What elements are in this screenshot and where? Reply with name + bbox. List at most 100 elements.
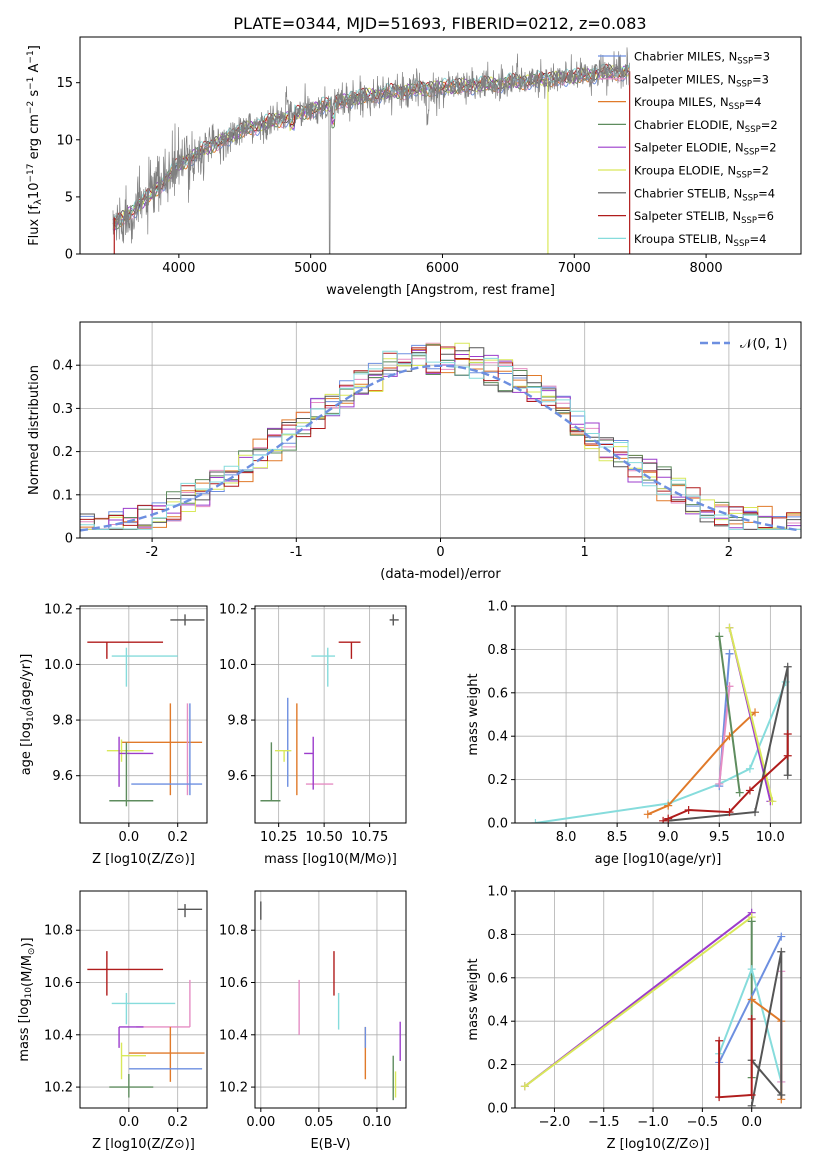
spectrum-ylabel-part: s [27,90,42,101]
errorbar-point-chabrier-stelib [170,614,205,626]
legend-label-sub: SSP [744,148,760,158]
spectrum-ylabel-part: −17 [26,164,36,183]
errorbar-point-kroupa-stelib [311,647,336,687]
mass_weight_vs_age-ytick-label: 0.8 [487,643,508,658]
errorbar-point-kroupa-miles [121,703,203,796]
age_vs_Z-ytick-label: 9.6 [52,769,73,784]
errorbar-point-salpeter-stelib [87,641,164,659]
residuals-xtick-label: -2 [146,545,159,560]
mass_vs_Z-frame [79,890,208,1109]
mass_weight_vs_age-ytick-label: 0.6 [487,686,508,701]
series-marker [715,632,724,641]
errorbar-point-kroupa-stelib [111,647,178,687]
series-marker [725,808,734,817]
spectrum-ylabel-part: Flux [f [27,205,42,246]
series-marker [725,623,734,632]
mass_vs_Z-ylabel-part: mass [log [17,998,32,1061]
legend-label: Salpeter MILES, NSSP=3 [634,72,769,89]
series-marker [531,819,540,823]
mass_vs_Z-ylabel-part: )] [20,937,35,947]
spectrum-ylabel-part: −1 [26,77,36,90]
series-marker [777,932,786,941]
legend-label: Kroupa MILES, NSSP=4 [634,95,761,112]
series-line [668,666,789,822]
mass_vs_ebv-xtick-label: 0.00 [246,1115,275,1130]
age_vs_mass-xtick-label: 10.25 [260,830,297,845]
residuals-ytick-label: 0.2 [52,445,73,460]
figure-title: PLATE=0344, MJD=51693, FIBERID=0212, z=0… [233,14,646,33]
errorbar-point-salpeter-elodie [304,736,314,790]
series-marker [747,965,756,974]
legend-label-suffix: =2 [752,164,769,178]
series-kroupa-elodie [520,913,756,1091]
legend-label-suffix: =2 [761,118,778,132]
mass_weight_vs_Z-xtick-label: −1.5 [588,1115,620,1130]
errorbar-point-kroupa-elodie [106,739,144,762]
errorbar-point-salpeter-miles [136,979,191,1028]
legend-label: Salpeter ELODIE, NSSP=2 [634,141,777,158]
mass_weight_vs_age-plot-area [531,623,792,823]
mass_weight_vs_Z-xtick-label: −2.0 [539,1115,571,1130]
series-marker [745,786,754,795]
series-marker [747,917,756,926]
spectrum-plot-area [112,47,631,254]
mass_vs_Z-axes: 0.0 0.2 10.2 10.4 10.6 10.8 Z [log10(Z/Z⊙)] mas… [17,890,208,1152]
age_vs_Z-xtick-label: 0.2 [167,830,188,845]
residuals-xlabel: (data-model)/error [380,567,501,582]
mass_weight_vs_age-xtick-label: 10.0 [756,830,785,845]
age_vs_mass-plot-area [260,614,399,802]
legend-label-sub: SSP [737,57,753,67]
age_vs_Z-ylabel-part: (age/yr)] [19,654,34,711]
spectrum-xtick-label: 8000 [690,261,723,276]
mass_vs_ebv-ytick-label: 10.4 [219,1028,248,1043]
mass_weight_vs_Z-ylabel-part: mass weight [466,958,481,1040]
series-marker [751,808,760,817]
series-marker [520,1082,529,1091]
mass_weight_vs_Z-xlabel: Z [log10(Z/Z⊙)] [607,1137,710,1152]
series-kroupa-miles [643,708,760,819]
residuals-xtick-label: -1 [290,545,303,560]
mass_weight_vs_Z-axes: −2.0 −1.5 −1.0 −0.5 0.0 0.0 0.2 0.4 0.6 0.8 1.0 Z [… [466,885,802,1152]
series-line [718,1019,753,1099]
errorbar-point-kroupa-elodie [120,1042,146,1080]
legend-label: Chabrier MILES, NSSP=3 [634,50,770,67]
mass_weight_vs_Z-ytick-label: 0.0 [487,1102,508,1117]
legend-label-name: Chabrier MILES, N [634,50,737,64]
mass_vs_ebv-ytick-label: 10.8 [219,924,248,939]
series-marker [715,779,724,788]
mass_weight_vs_age-xtick-label: 9.5 [709,830,730,845]
series-line [647,711,756,816]
mass_vs_ebv-plot-area [260,901,401,1101]
normal-curve [80,364,801,532]
legend-label-suffix: =4 [749,232,766,246]
age_vs_Z-ytick-label: 10.0 [44,658,73,673]
errorbar-point-chabrier-elodie [109,742,154,807]
legend-label-suffix: =3 [752,72,769,86]
series-marker [725,682,734,691]
spectrum-ytick-label: 0 [65,248,73,263]
residuals-xtick-label: 1 [581,545,589,560]
mass_vs_ebv-xtick-label: 0.05 [304,1115,333,1130]
series-line [728,627,774,802]
mass_vs_Z-ytick-label: 10.2 [44,1081,73,1096]
series-marker [664,801,673,810]
normal-legend-label: 𝒩(0, 1) [740,337,787,352]
spectrum-ytick-label: 10 [56,133,73,148]
mass_vs_Z-ylabel-part: 10 [24,987,34,999]
spectrum-ylabel-part: erg cm [27,114,42,163]
legend-label-suffix: =4 [758,186,775,200]
errorbar-point-salpeter-stelib [338,641,361,659]
spectrum-ylabel-part: ] [27,45,42,50]
mass_weight_vs_age-ylabel-part: mass weight [466,673,481,755]
age_vs_Z-plot-area [87,614,205,807]
mass_weight_vs_age-ytick-label: 0.0 [487,817,508,832]
spectrum-axes: 4000 5000 6000 7000 8000 0 5 10 15 wavelength [An… [26,36,802,298]
mass_weight_vs_age-ytick-label: 1.0 [487,600,508,615]
age_vs_Z-xtick-label: 0.0 [119,830,140,845]
errorbar-point-salpeter-elodie [118,1026,144,1048]
series-marker [747,1101,756,1108]
residuals-axes: -2 -1 0 1 2 0 0.1 0.2 0.3 0.4 (data-model)/error No… [27,321,802,582]
age_vs_Z-ylabel-part: age [log [19,722,34,775]
series-marker [783,662,792,671]
